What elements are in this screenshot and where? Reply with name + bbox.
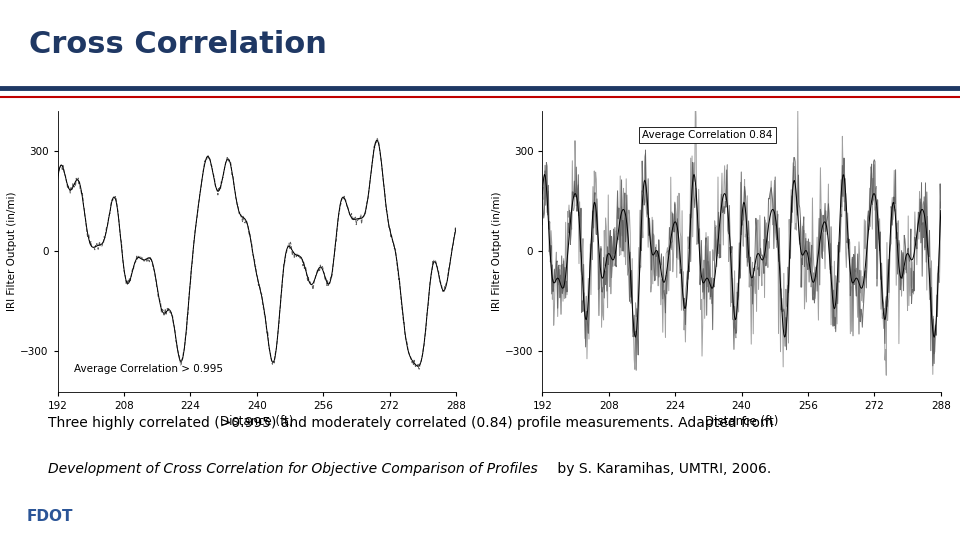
Text: Average Correlation > 0.995: Average Correlation > 0.995 [74, 364, 223, 374]
X-axis label: Distance (ft): Distance (ft) [220, 415, 294, 428]
Text: Three highly correlated (>0.995) and moderately correlated (0.84) profile measur: Three highly correlated (>0.995) and mod… [48, 416, 774, 430]
Text: Average Correlation 0.84: Average Correlation 0.84 [642, 130, 773, 140]
Text: Florida Department of Transportation: Florida Department of Transportation [110, 509, 405, 523]
Text: Cross Correlation: Cross Correlation [29, 30, 326, 59]
Text: Development of Cross Correlation for Objective Comparison of Profiles: Development of Cross Correlation for Obj… [48, 462, 538, 476]
Y-axis label: IRI Filter Output (in/mi): IRI Filter Output (in/mi) [8, 191, 17, 311]
Text: FDOT: FDOT [27, 509, 73, 524]
X-axis label: Distance (ft): Distance (ft) [705, 415, 779, 428]
Text: by S. Karamihas, UMTRI, 2006.: by S. Karamihas, UMTRI, 2006. [553, 462, 772, 476]
Y-axis label: IRI Filter Output (in/mi): IRI Filter Output (in/mi) [492, 191, 502, 311]
FancyBboxPatch shape [0, 497, 102, 537]
